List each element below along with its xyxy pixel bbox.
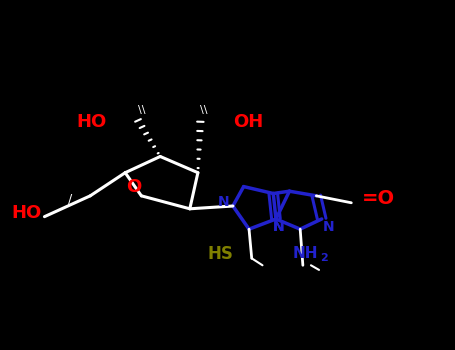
Text: \\: \\ — [200, 105, 207, 115]
Text: \\: \\ — [137, 105, 145, 115]
Text: =O: =O — [362, 189, 395, 208]
Text: HS: HS — [207, 245, 233, 263]
Text: HO: HO — [11, 204, 42, 222]
Text: NH: NH — [293, 246, 318, 261]
Text: N: N — [273, 220, 284, 234]
Text: /: / — [68, 193, 72, 206]
Text: N: N — [322, 220, 334, 234]
Text: OH: OH — [233, 113, 263, 131]
Text: HO: HO — [76, 113, 106, 131]
Text: N: N — [273, 220, 284, 234]
Text: O: O — [126, 177, 141, 196]
Text: N: N — [217, 195, 229, 209]
Text: 2: 2 — [320, 253, 328, 264]
